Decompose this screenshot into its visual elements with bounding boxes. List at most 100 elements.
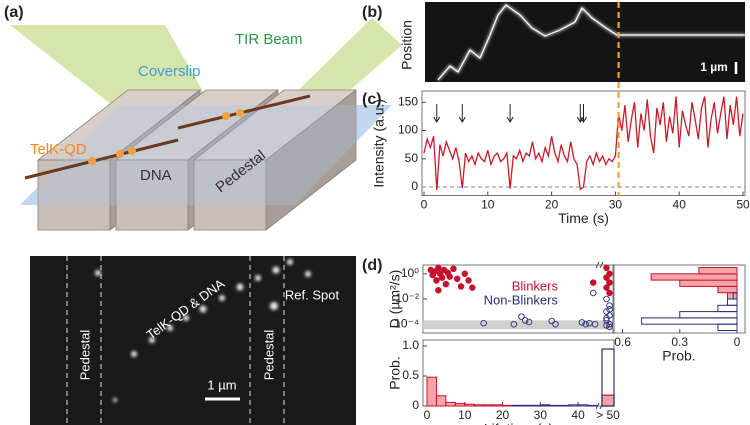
hist-bar: [511, 404, 522, 407]
x-axis-label: Time (s): [558, 210, 609, 226]
hist-bar: [520, 404, 532, 407]
point: [446, 273, 453, 280]
point: [469, 284, 476, 291]
blink-arrow: [580, 104, 587, 123]
hist-bar: [641, 317, 738, 325]
blink-arrow: [458, 104, 466, 123]
point: [591, 320, 599, 328]
x-tick-label: 30: [534, 408, 548, 422]
intensity-line: [423, 96, 744, 191]
overflow-point: [603, 295, 610, 303]
hist-bar: [717, 285, 738, 294]
point: [582, 320, 589, 328]
pedestal-label: Pedestal: [261, 330, 276, 381]
hist-bar: [726, 292, 738, 300]
point: [480, 319, 487, 327]
plot-frame: [422, 339, 615, 407]
y-axis-label: D (µm²/s): [387, 270, 403, 329]
blink-arrow: [576, 104, 584, 123]
overflow-point: [603, 264, 610, 272]
plot-frame: [612, 264, 746, 334]
y-tick-label: 10⁻²: [395, 291, 419, 305]
overflow-point: [606, 279, 613, 286]
point: [465, 277, 472, 284]
point: [450, 265, 457, 273]
panel-label: (a): [4, 4, 24, 21]
hist-bar: [549, 404, 560, 407]
dna-label: DNA: [140, 167, 172, 184]
hist-bar: [464, 403, 475, 407]
x-tick-label: 20: [545, 198, 559, 212]
hist-bar: [717, 304, 738, 313]
hist-bar: [698, 267, 738, 275]
point: [453, 275, 461, 283]
point: [518, 313, 525, 320]
overflow-point: [603, 274, 610, 281]
point: [435, 264, 442, 272]
dna: [24, 138, 179, 180]
legend-entry: Non-Blinkers: [484, 292, 559, 307]
x-tick-label: 30: [609, 198, 623, 212]
panel-label: (c): [362, 91, 382, 108]
overflow-bar: [601, 394, 615, 407]
point: [438, 274, 446, 281]
x-tick-label: 0: [421, 198, 428, 212]
panel-label: (d): [362, 257, 382, 274]
hist-bar: [492, 404, 504, 407]
y-axis-label: Intensity (a.u.): [371, 99, 387, 188]
panel-label: (b): [362, 4, 382, 21]
point: [431, 268, 438, 275]
pedestals: [36, 89, 358, 231]
overflow-point: [603, 314, 610, 322]
dna: [177, 94, 311, 130]
point: [578, 319, 586, 326]
coverslip-label: Coverslip: [138, 63, 201, 80]
overflow-point: [606, 320, 613, 328]
pedestal-label: Pedestal: [77, 330, 92, 381]
legend-entry: Blinkers: [512, 278, 559, 293]
x-tick-label: 10: [481, 198, 495, 212]
hist-bar: [679, 311, 738, 319]
blink-arrow: [506, 104, 514, 123]
y-tick-label: 1.0: [402, 338, 419, 352]
point: [435, 286, 442, 294]
hist-bar: [577, 404, 589, 407]
x-tick-label: 40: [571, 408, 585, 422]
point: [548, 317, 555, 325]
overflow-point: [603, 284, 610, 291]
hist-bar: [445, 401, 456, 407]
x-tick-label: 10: [458, 408, 472, 422]
scale-label: 1 µm: [700, 60, 728, 74]
point: [433, 277, 440, 284]
point: [510, 320, 518, 328]
micrograph: Pedestal TelK-QD & DNA Ref. Spot Pedesta…: [30, 256, 356, 425]
reference-label: Ref. Spot: [285, 287, 340, 302]
kymograph: 1 µm Position: [399, 2, 745, 82]
hist-bar: [650, 273, 738, 281]
hist-bar: [717, 323, 738, 331]
x-tick-label: 0.3: [671, 335, 688, 349]
overflow-bar: [601, 348, 615, 407]
overflow-point: [606, 323, 613, 331]
point: [521, 317, 529, 324]
y-axis-label: Position: [399, 20, 415, 70]
y-tick-label: 50: [405, 151, 419, 165]
schematic: TIR Beam Coverslip TelK-QD DNA Pedestal: [10, 18, 402, 231]
x-axis-label: Lifetime (s): [484, 421, 553, 425]
noise-band: [423, 320, 614, 330]
point: [552, 320, 559, 328]
hist-bar: [568, 404, 579, 407]
y-tick-label: 0: [411, 179, 418, 193]
point: [589, 279, 597, 286]
point: [442, 280, 450, 288]
scale-label: 1 µm: [207, 377, 236, 392]
x-tick-label: 0: [424, 408, 431, 422]
quantum-dots: [88, 109, 244, 165]
x-tick-label: 0: [734, 335, 741, 349]
overflow-point: [606, 289, 613, 297]
point: [525, 318, 533, 326]
overflow-point: [606, 306, 613, 313]
hist-bar: [726, 298, 738, 306]
overflow-label: > 50: [596, 408, 620, 422]
